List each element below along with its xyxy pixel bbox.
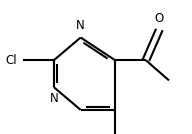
Text: N: N: [49, 92, 58, 105]
Text: O: O: [155, 12, 164, 25]
Text: Cl: Cl: [6, 54, 17, 67]
Text: N: N: [76, 19, 85, 32]
